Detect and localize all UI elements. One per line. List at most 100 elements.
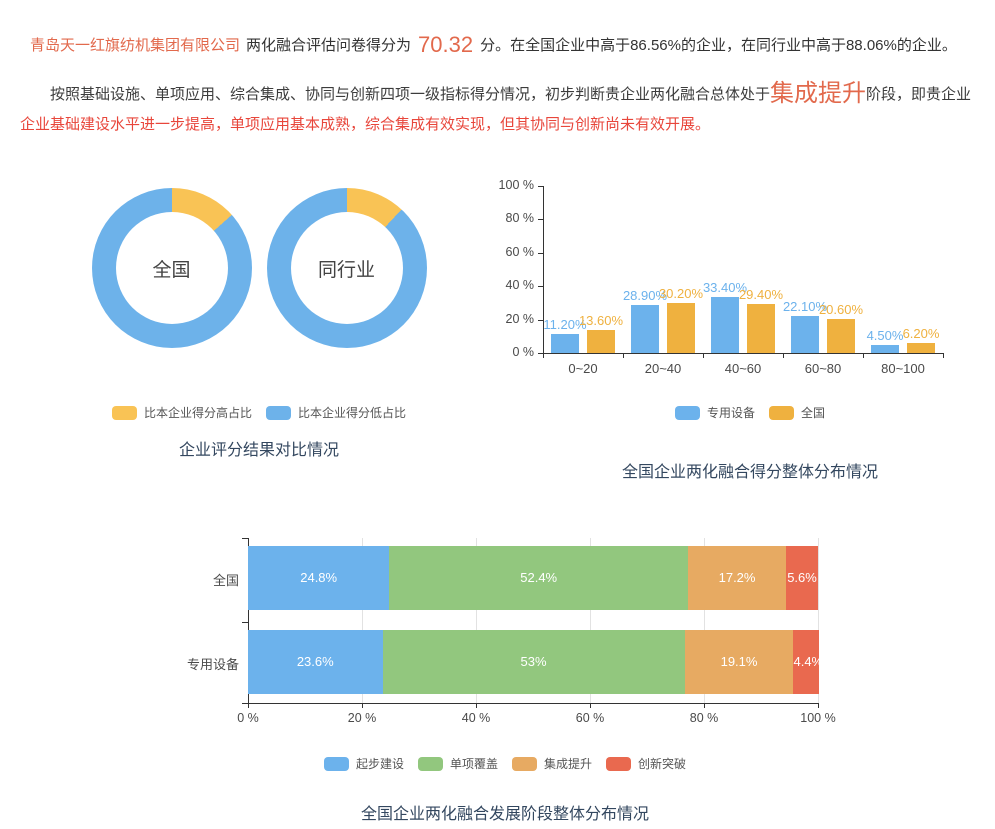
assessment-score: 70.32 (418, 32, 474, 57)
segment-单项覆盖-全国: 52.4% (389, 546, 689, 610)
y-axis-tick (538, 319, 543, 321)
analysis-lead-text: 按照基础设施、单项应用、综合集成、协同与创新四项一级指标得分情况，初步判断贵企业… (50, 86, 771, 103)
legend-item-起步建设[interactable]: 起步建设 (323, 755, 404, 772)
x-tick-label: 40 % (461, 711, 491, 725)
bar-全国-40~60 (747, 303, 775, 353)
x-tick-label: 0 % (237, 711, 259, 725)
y-axis-tick (538, 252, 543, 254)
gridline (476, 538, 477, 703)
x-axis (248, 703, 818, 704)
bar-value-label: 20.60% (818, 301, 864, 317)
legend-swatch (417, 756, 443, 771)
donut-center-label: 同行业 (290, 212, 403, 324)
score-summary-paragraph: 青岛天一红旗纺机集团有限公司 两化融合评估问卷得分为 70.32 分。在全国企业中高于… (30, 31, 980, 60)
legend-item-全国[interactable]: 全国 (769, 404, 825, 421)
legend-swatch (674, 405, 700, 420)
bar-value-label: 11.20% (543, 317, 587, 333)
donut-chart-title: 企业评分结果对比情况 (178, 442, 339, 459)
legend-item-创新突破[interactable]: 创新突破 (606, 755, 686, 772)
legend-item-专用设备[interactable]: 专用设备 (674, 404, 755, 421)
segment-起步建设-专用设备: 23.6% (248, 630, 383, 694)
segment-value-label: 4.4% (793, 654, 824, 669)
x-axis-tick (818, 703, 819, 708)
y-tick-label: 80 % (505, 211, 535, 226)
bar-value-label: 22.10% (782, 299, 828, 315)
segment-起步建设-全国: 24.8% (248, 546, 390, 610)
y-axis-tick (538, 219, 543, 221)
x-axis-tick (248, 703, 249, 708)
donut-legend: 比本企业得分高占比 比本企业得分低占比 (63, 404, 455, 421)
legend-label: 起步建设 (355, 757, 404, 771)
legend-swatch (266, 405, 291, 420)
donut-全国: 全国 (91, 188, 252, 348)
gridline (590, 538, 591, 703)
segment-创新突破-专用设备: 4.4% (793, 630, 824, 694)
bar-chart-legend: 专用设备 全国 (490, 404, 995, 421)
segment-value-label: 5.6% (787, 570, 817, 585)
bar-专用设备-20~40 (631, 304, 659, 353)
bar-value-label: 13.60% (578, 313, 624, 329)
x-axis-tick (863, 353, 864, 358)
y-axis (248, 538, 249, 703)
bar-chart-title: 全国企业两化融合得分整体分布情况 (621, 464, 878, 481)
y-axis-tick (538, 286, 543, 288)
x-category-label: 40~60 (724, 361, 762, 376)
bar-全国-80~100 (907, 342, 935, 353)
bar-value-label: 30.20% (658, 285, 704, 301)
x-axis-tick (590, 703, 591, 708)
bar-专用设备-80~100 (871, 345, 899, 353)
bar-value-label: 29.40% (738, 286, 784, 302)
donut-comparison-section: 全国 同行业 比本企业得分高占比 比本企业得分低占比 企业评分结果对比情况 (63, 188, 455, 478)
analysis-mid-text: 阶段，即贵企业 (866, 86, 972, 103)
legend-label: 专用设备 (706, 406, 755, 420)
y-tick-label: 100 % (498, 178, 534, 192)
x-tick-label: 60 % (575, 711, 605, 725)
stage-distribution-section: 起步建设 单项覆盖 集成提升 创新突破 全国企业两化融合发展阶段整体分布情况 0 % 2… (150, 530, 860, 829)
x-axis-tick (704, 703, 705, 708)
legend-item-比本企业得分高占比[interactable]: 比本企业得分高占比 (111, 404, 252, 421)
legend-swatch (512, 756, 537, 771)
segment-集成提升-全国: 17.2% (688, 546, 787, 610)
x-tick-label: 20 % (347, 711, 377, 725)
legend-item-比本企业得分低占比[interactable]: 比本企业得分低占比 (266, 404, 406, 421)
bar-value-label: 4.50% (866, 328, 904, 344)
x-category-label: 20~40 (644, 361, 682, 376)
y-axis-tick (242, 622, 248, 623)
analysis-detail-text: 企业基础建设水平进一步提高，单项应用基本成熟，综合集成有效实现，但其协同与创新尚… (20, 116, 711, 133)
x-axis-tick (476, 703, 477, 708)
bar-全国-0~20 (587, 330, 615, 353)
segment-value-label: 52.4% (520, 570, 558, 585)
stage-analysis-paragraph: 按照基础设施、单项应用、综合集成、协同与创新四项一级指标得分情况，初步判断贵企业… (20, 79, 978, 140)
x-axis-tick (543, 353, 544, 358)
segment-value-label: 53% (520, 654, 547, 669)
x-axis-tick (623, 353, 624, 358)
donut-同行业: 同行业 (266, 188, 427, 348)
legend-label: 比本企业得分低占比 (298, 406, 407, 420)
stack-chart-title: 全国企业两化融合发展阶段整体分布情况 (360, 806, 649, 823)
legend-item-集成提升[interactable]: 集成提升 (512, 755, 592, 772)
score-distribution-section: 专用设备 全国 全国企业两化融合得分整体分布情况 0 % 20 % 40 % 60 % 8… (490, 175, 995, 485)
segment-value-label: 24.8% (300, 570, 338, 585)
y-tick-label: 60 % (505, 244, 535, 259)
segment-value-label: 23.6% (296, 654, 334, 669)
legend-label: 比本企业得分高占比 (143, 406, 252, 420)
y-axis-tick (242, 703, 248, 704)
x-category-label: 80~100 (881, 361, 925, 376)
y-axis-tick (242, 538, 248, 539)
bar-value-label: 28.90% (622, 287, 668, 303)
company-name: 青岛天一红旗纺机集团有限公司 (30, 37, 241, 54)
donut-center-label: 全国 (115, 212, 228, 324)
segment-value-label: 19.1% (720, 654, 758, 669)
legend-label: 创新突破 (638, 757, 687, 771)
gridline (362, 538, 363, 703)
legend-item-单项覆盖[interactable]: 单项覆盖 (417, 755, 498, 772)
legend-swatch (769, 405, 794, 420)
gridline (818, 538, 819, 703)
category-label-全国: 全国 (212, 573, 239, 588)
y-axis-tick (538, 353, 543, 354)
legend-label: 集成提升 (544, 757, 593, 771)
category-label-专用设备: 专用设备 (186, 657, 239, 672)
donut-row: 全国 同行业 (63, 188, 455, 348)
x-axis-tick (783, 353, 784, 358)
